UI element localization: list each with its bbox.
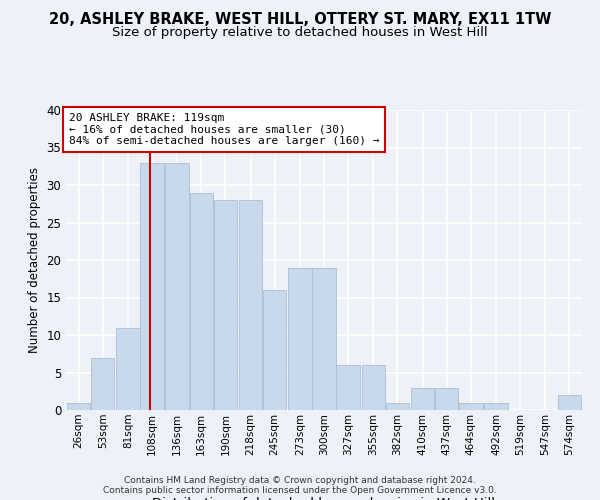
Text: Contains public sector information licensed under the Open Government Licence v3: Contains public sector information licen… <box>103 486 497 495</box>
Bar <box>190 192 213 410</box>
Bar <box>558 395 581 410</box>
Bar <box>386 402 409 410</box>
Text: 20, ASHLEY BRAKE, WEST HILL, OTTERY ST. MARY, EX11 1TW: 20, ASHLEY BRAKE, WEST HILL, OTTERY ST. … <box>49 12 551 28</box>
Bar <box>67 402 90 410</box>
Bar <box>337 365 360 410</box>
Bar <box>435 388 458 410</box>
Bar <box>214 200 237 410</box>
Bar <box>263 290 286 410</box>
Bar <box>484 402 508 410</box>
Bar <box>166 162 189 410</box>
Text: Size of property relative to detached houses in West Hill: Size of property relative to detached ho… <box>112 26 488 39</box>
Bar <box>312 268 336 410</box>
Bar <box>91 358 115 410</box>
Bar <box>288 268 311 410</box>
Bar <box>140 162 164 410</box>
X-axis label: Distribution of detached houses by size in West Hill: Distribution of detached houses by size … <box>152 496 496 500</box>
Bar <box>411 388 434 410</box>
Text: Contains HM Land Registry data © Crown copyright and database right 2024.: Contains HM Land Registry data © Crown c… <box>124 476 476 485</box>
Bar <box>116 328 140 410</box>
Text: 20 ASHLEY BRAKE: 119sqm
← 16% of detached houses are smaller (30)
84% of semi-de: 20 ASHLEY BRAKE: 119sqm ← 16% of detache… <box>68 113 379 146</box>
Bar <box>239 200 262 410</box>
Bar <box>459 402 482 410</box>
Bar <box>362 365 385 410</box>
Y-axis label: Number of detached properties: Number of detached properties <box>28 167 41 353</box>
